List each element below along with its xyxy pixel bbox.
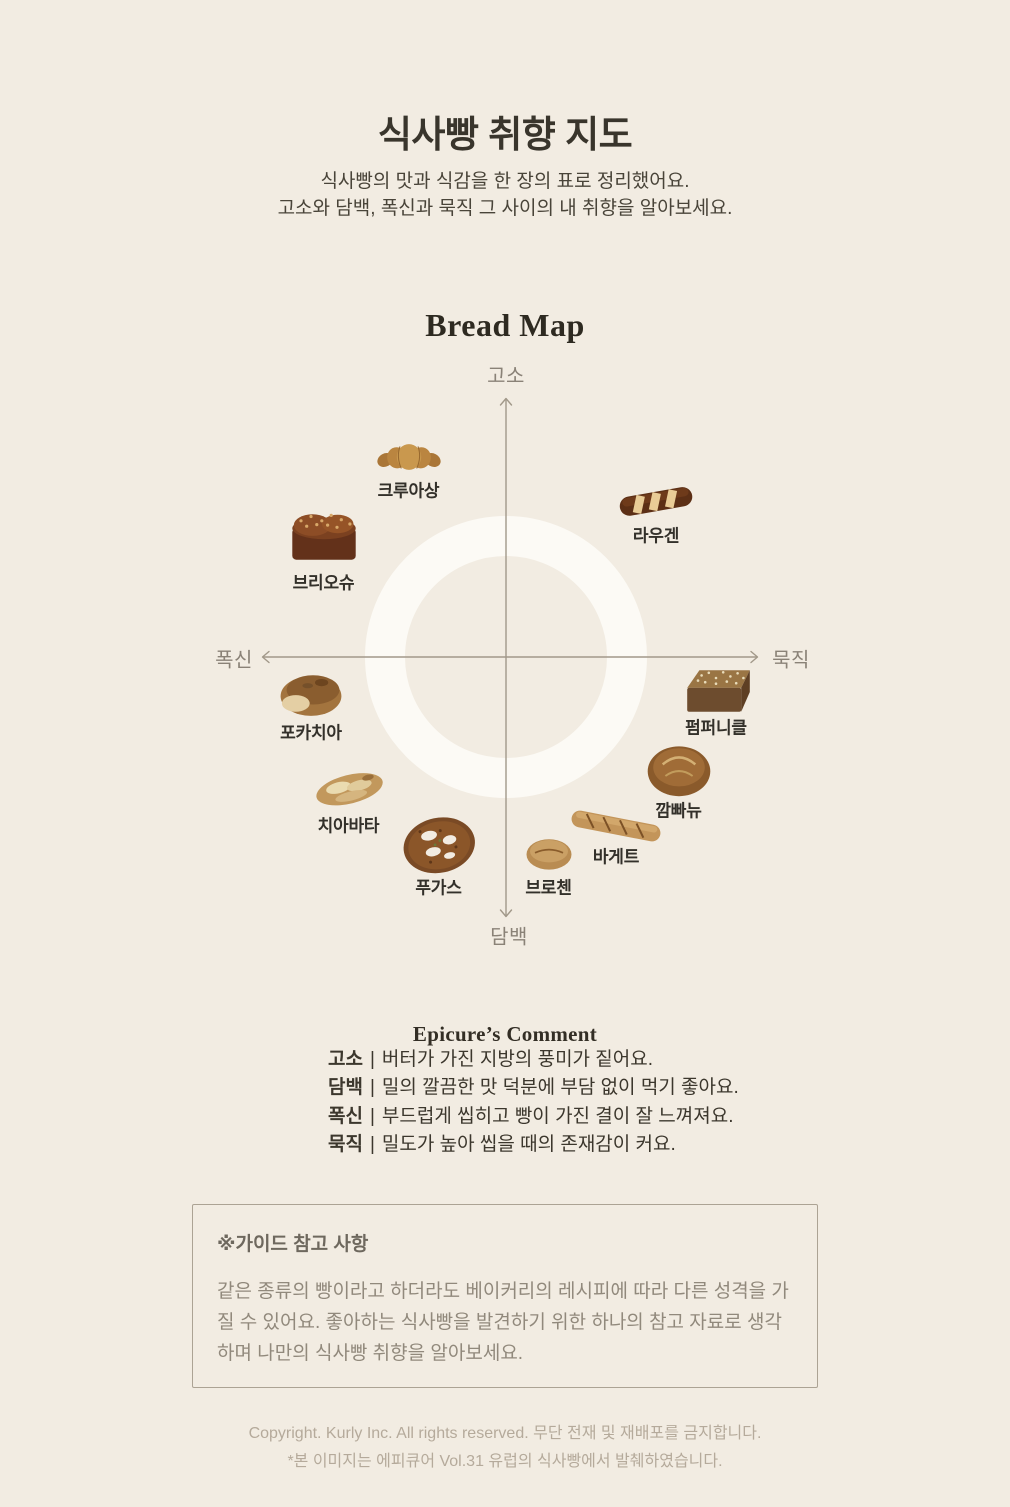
- footer: Copyright. Kurly Inc. All rights reserve…: [0, 1420, 1010, 1476]
- arrow-left-icon: [261, 650, 270, 664]
- subtitle-line-1: 식사빵의 맛과 식감을 한 장의 표로 정리했어요.: [320, 171, 690, 192]
- bread-map-heading: Bread Map: [425, 306, 585, 343]
- croissant-image: [376, 438, 441, 476]
- comment-desc: 밀도가 높아 씹을 때의 존재감이 커요.: [381, 1133, 676, 1155]
- comment-separator: |: [369, 1049, 375, 1070]
- guide-box: ※가이드 참고 사항 같은 종류의 빵이라고 하더라도 베이커리의 레시피에 따…: [192, 1204, 818, 1388]
- comment-row: 폭신 | 부드럽게 씹히고 빵이 가진 결이 잘 느껴져요.: [328, 1103, 739, 1131]
- subtitle-line-2: 고소와 담백, 폭신과 묵직 그 사이의 내 취향을 알아보세요.: [277, 198, 733, 219]
- bread-label: 치아바타: [317, 816, 380, 836]
- page-subtitle: 식사빵의 맛과 식감을 한 장의 표로 정리했어요. 고소와 담백, 폭신과 묵…: [0, 168, 1010, 222]
- comment-row: 묵직 | 밀도가 높아 씹을 때의 존재감이 커요.: [328, 1131, 739, 1159]
- arrow-right-icon: [750, 650, 759, 664]
- campagne-image: [645, 740, 713, 798]
- comment-term: 담백: [328, 1077, 363, 1099]
- center-ring: [365, 516, 647, 798]
- axis-label-right: 묵직: [772, 649, 810, 672]
- image-source-line: *본 이미지는 에피큐어 Vol.31 유럽의 식사빵에서 발췌하였습니다.: [287, 1453, 723, 1470]
- comment-heading: Epicure’s Comment: [412, 1022, 598, 1046]
- fougasse-image: [399, 812, 479, 876]
- bread-label: 라우겐: [632, 526, 680, 546]
- laugen-image: [617, 480, 695, 522]
- bread-label: 푸가스: [415, 878, 462, 898]
- bread-label: 브로첸: [525, 878, 572, 898]
- page-title: 식사빵 취향 지도: [377, 113, 633, 155]
- comment-desc: 밀의 깔끔한 맛 덕분에 부담 없이 먹기 좋아요.: [381, 1077, 739, 1099]
- bread-label: 펌퍼니클: [685, 718, 747, 738]
- bread-label: 포카치아: [280, 723, 342, 743]
- guide-title: ※가이드 참고 사항: [217, 1234, 369, 1255]
- comment-term: 폭신: [328, 1105, 363, 1127]
- axis-label-top: 고소: [487, 365, 525, 388]
- ciabatta-image: [312, 764, 386, 810]
- brioche-image: [288, 510, 360, 564]
- comment-desc: 부드럽게 씹히고 빵이 가진 결이 잘 느껴져요.: [381, 1105, 734, 1127]
- comment-term: 고소: [328, 1049, 363, 1070]
- axis-label-bottom: 담백: [490, 926, 528, 949]
- comment-separator: |: [369, 1077, 375, 1099]
- arrow-up-icon: [499, 397, 513, 406]
- focaccia-image: [278, 667, 344, 719]
- bread-label: 크루아상: [377, 481, 440, 501]
- pumpernickel-image: [680, 665, 752, 717]
- comment-row: 고소 | 버터가 가진 지방의 풍미가 짙어요.: [328, 1046, 739, 1074]
- guide-body: 같은 종류의 빵이라고 하더라도 베이커리의 레시피에 따라 다른 성격을 가질…: [217, 1281, 789, 1364]
- comment-row: 담백 | 밀의 깔끔한 맛 덕분에 부담 없이 먹기 좋아요.: [328, 1074, 739, 1102]
- bread-label: 브리오슈: [292, 573, 355, 593]
- axis-label-left: 폭신: [215, 649, 253, 672]
- comment-separator: |: [369, 1133, 375, 1155]
- arrow-down-icon: [499, 909, 513, 918]
- comment-term: 묵직: [328, 1133, 363, 1155]
- bread-label: 바게트: [592, 847, 640, 867]
- comment-list: 고소 | 버터가 가진 지방의 풍미가 짙어요. 담백 | 밀의 깔끔한 맛 덕분에 부담…: [328, 1046, 739, 1159]
- brotchen-image: [524, 832, 574, 872]
- comment-desc: 버터가 가진 지방의 풍미가 짙어요.: [381, 1049, 654, 1070]
- copyright-line: Copyright. Kurly Inc. All rights reserve…: [248, 1425, 762, 1442]
- comment-separator: |: [369, 1105, 375, 1127]
- baguette-image: [569, 805, 663, 847]
- bread-label: 깜빠뉴: [655, 801, 702, 821]
